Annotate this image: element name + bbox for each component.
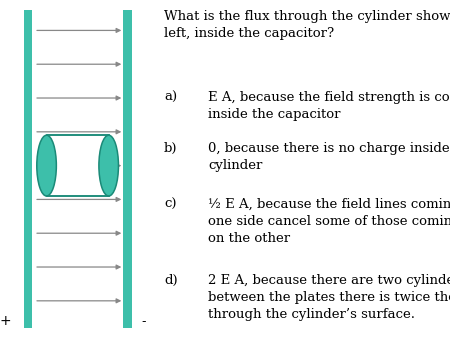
Text: 0, because there is no charge inside the
cylinder: 0, because there is no charge inside the… bbox=[208, 142, 450, 172]
Text: c): c) bbox=[164, 198, 176, 211]
Ellipse shape bbox=[99, 135, 118, 196]
Text: What is the flux through the cylinder shown at
left, inside the capacitor?: What is the flux through the cylinder sh… bbox=[164, 10, 450, 40]
Bar bbox=[24, 10, 32, 328]
Bar bbox=[47, 135, 108, 196]
Text: +: + bbox=[0, 314, 11, 328]
Text: ½ E A, because the field lines coming in on
one side cancel some of those coming: ½ E A, because the field lines coming in… bbox=[208, 198, 450, 245]
Text: -: - bbox=[142, 315, 146, 328]
Bar bbox=[123, 10, 131, 328]
Ellipse shape bbox=[37, 135, 56, 196]
Text: 2 E A, because there are two cylinder ends
between the plates there is twice the: 2 E A, because there are two cylinder en… bbox=[208, 274, 450, 321]
Text: b): b) bbox=[164, 142, 178, 155]
Text: a): a) bbox=[164, 91, 177, 104]
Text: E A, because the field strength is constant
inside the capacitor: E A, because the field strength is const… bbox=[208, 91, 450, 121]
Text: d): d) bbox=[164, 274, 178, 287]
